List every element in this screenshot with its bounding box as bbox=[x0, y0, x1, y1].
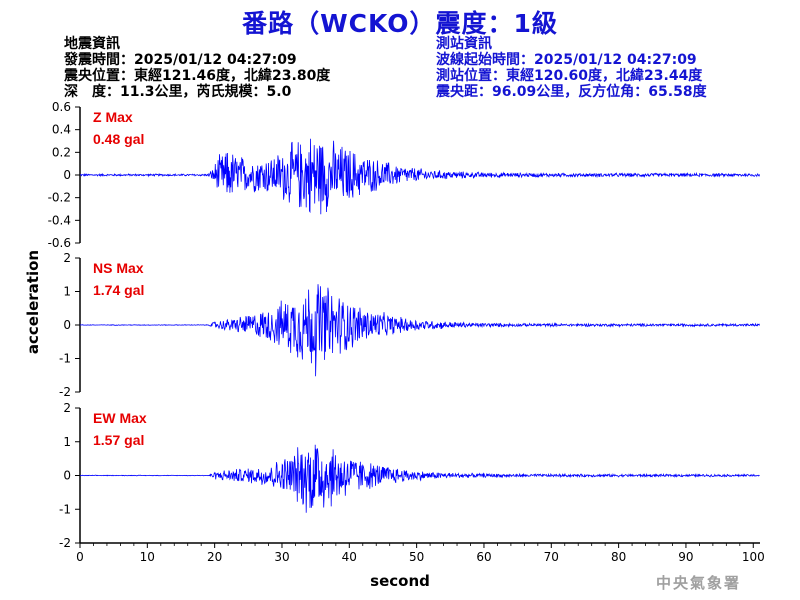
y-tick-label-0-5: 0.4 bbox=[52, 123, 71, 137]
y-tick-label-2-2: 0 bbox=[63, 469, 71, 483]
x-tick-label-9: 90 bbox=[678, 550, 693, 564]
y-tick-label-0-3: 0 bbox=[63, 168, 71, 182]
trace-ew bbox=[79, 444, 760, 513]
x-tick-label-10: 100 bbox=[742, 550, 765, 564]
y-tick-label-0-0: -0.6 bbox=[48, 236, 71, 250]
x-tick-label-5: 50 bbox=[409, 550, 424, 564]
panel-max-value-1: 1.74 gal bbox=[93, 282, 144, 298]
panel-label-1: NS Max bbox=[93, 260, 144, 276]
x-tick-label-4: 40 bbox=[342, 550, 357, 564]
x-tick-label-7: 70 bbox=[544, 550, 559, 564]
x-tick-label-3: 30 bbox=[274, 550, 289, 564]
y-tick-label-0-4: 0.2 bbox=[52, 145, 71, 159]
quake-origin-time: 發震時間：2025/01/12 04:27:09 bbox=[64, 52, 297, 68]
y-tick-label-2-1: -1 bbox=[59, 502, 71, 516]
y-tick-label-2-4: 2 bbox=[63, 401, 71, 415]
station-info-heading: 測站資訊 bbox=[436, 36, 492, 52]
x-tick-label-0: 0 bbox=[76, 550, 84, 564]
quake-epicenter-location: 震央位置：東經121.46度，北緯23.80度 bbox=[64, 68, 331, 84]
x-axis-label: second bbox=[370, 572, 430, 590]
y-tick-label-1-0: -2 bbox=[59, 385, 71, 399]
x-tick-label-1: 10 bbox=[140, 550, 155, 564]
station-info-block: 測站資訊 波線起始時間：2025/01/12 04:27:09 測站位置：東經1… bbox=[436, 36, 707, 100]
y-tick-label-2-3: 1 bbox=[63, 435, 71, 449]
station-wave-start-time: 波線起始時間：2025/01/12 04:27:09 bbox=[436, 52, 697, 68]
quake-info-heading: 地震資訊 bbox=[64, 36, 120, 52]
y-tick-label-0-2: -0.2 bbox=[48, 191, 71, 205]
panel-max-value-0: 0.48 gal bbox=[93, 131, 144, 147]
x-tick-label-8: 80 bbox=[611, 550, 626, 564]
panel-label-0: Z Max bbox=[93, 109, 133, 125]
y-tick-label-0-6: 0.6 bbox=[52, 100, 71, 114]
quake-depth-magnitude: 深 度：11.3公里，芮氏規模：5.0 bbox=[64, 84, 292, 100]
x-tick-label-6: 60 bbox=[476, 550, 491, 564]
y-tick-label-1-2: 0 bbox=[63, 318, 71, 332]
y-axis-label: acceleration bbox=[24, 250, 42, 354]
quake-info-block: 地震資訊 發震時間：2025/01/12 04:27:09 震央位置：東經121… bbox=[64, 36, 330, 100]
trace-ns bbox=[79, 284, 760, 377]
station-epicentral-distance: 震央距：96.09公里，反方位角：65.58度 bbox=[436, 84, 707, 100]
station-location: 測站位置：東經120.60度，北緯23.44度 bbox=[436, 68, 703, 84]
agency-watermark: 中央氣象署 bbox=[656, 574, 742, 592]
y-tick-label-0-1: -0.4 bbox=[48, 213, 71, 227]
chart-title: 番路（WCKO）震度：1級 bbox=[242, 9, 558, 38]
panel-max-value-2: 1.57 gal bbox=[93, 432, 144, 448]
y-tick-label-2-0: -2 bbox=[59, 536, 71, 550]
y-tick-label-1-3: 1 bbox=[63, 285, 71, 299]
trace-z bbox=[79, 138, 760, 215]
y-tick-label-1-1: -1 bbox=[59, 352, 71, 366]
y-tick-label-1-4: 2 bbox=[63, 251, 71, 265]
panel-label-2: EW Max bbox=[93, 410, 147, 426]
x-tick-label-2: 20 bbox=[207, 550, 222, 564]
